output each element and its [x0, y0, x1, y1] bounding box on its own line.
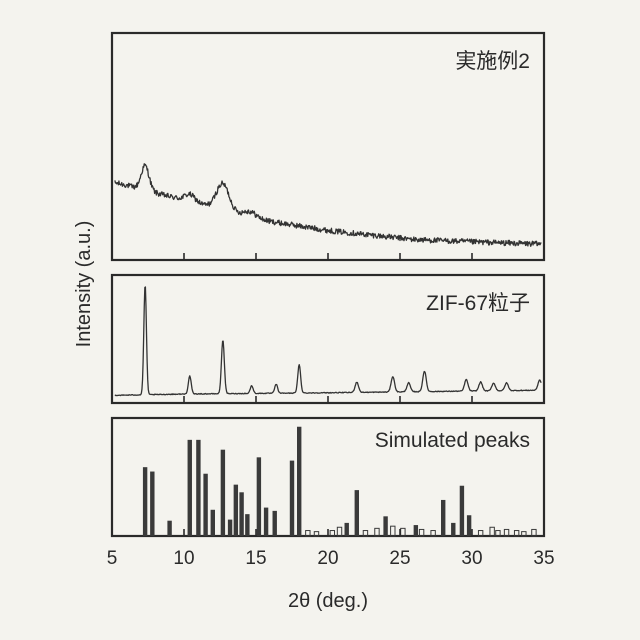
xrd-trace: [115, 164, 541, 246]
simulated-peak-bar: [273, 511, 277, 536]
simulated-peak-bar: [196, 440, 200, 536]
x-axis-label: 2θ (deg.): [288, 590, 368, 612]
y-axis-label: Intensity (a.u.): [73, 221, 95, 348]
simulated-peak-bar: [228, 520, 232, 536]
simulated-peak-bar: [264, 508, 268, 536]
x-tick-label: 20: [317, 548, 338, 569]
x-tick-label: 10: [173, 548, 194, 569]
x-tick-label: 30: [461, 548, 482, 569]
simulated-peak-bar: [383, 516, 387, 536]
panel-label: 実施例2: [455, 50, 530, 73]
simulated-peak-bar: [490, 527, 494, 536]
simulated-peak-bar: [234, 485, 238, 536]
panel-simulated-peaks: Simulated peaks: [112, 418, 544, 536]
x-tick-label: 25: [389, 548, 410, 569]
panel-label: ZIF-67粒子: [426, 292, 530, 315]
simulated-peak-bar: [355, 490, 359, 536]
x-tick-label: 5: [107, 548, 118, 569]
simulated-peak-bar: [460, 486, 464, 536]
panel-zif67-particles: ZIF-67粒子: [112, 275, 544, 403]
simulated-peak-bar: [221, 450, 225, 536]
simulated-peak-bar: [297, 427, 301, 536]
x-tick-label: 15: [245, 548, 266, 569]
simulated-peak-bar: [414, 525, 418, 536]
simulated-peak-bar: [150, 472, 154, 536]
simulated-peak-bar: [167, 521, 171, 536]
x-tick-label: 35: [533, 548, 554, 569]
simulated-peak-bar: [401, 528, 405, 536]
simulated-peak-bar: [211, 510, 215, 536]
simulated-peak-bar: [257, 457, 261, 536]
simulated-peak-bar: [245, 514, 249, 536]
simulated-peak-bar: [239, 492, 243, 536]
simulated-peak-bar: [143, 467, 147, 536]
simulated-peak-bar: [203, 474, 207, 536]
panel-example-2: 実施例2: [112, 33, 544, 260]
simulated-peak-bar: [290, 461, 294, 536]
simulated-peak-bar: [391, 526, 395, 536]
simulated-peak-bar: [188, 440, 192, 536]
simulated-peak-bar: [375, 528, 379, 536]
simulated-peak-bar: [467, 515, 471, 536]
simulated-peak-bar: [345, 523, 349, 536]
simulated-peak-bar: [451, 523, 455, 536]
simulated-peak-bar: [441, 500, 445, 536]
panel-label: Simulated peaks: [375, 429, 530, 452]
simulated-peak-bar: [337, 527, 341, 536]
